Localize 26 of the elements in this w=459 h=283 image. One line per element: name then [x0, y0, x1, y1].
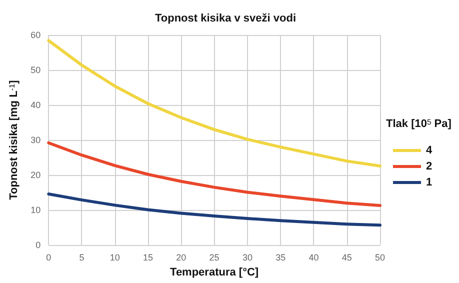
y-tick-label: 20	[30, 170, 41, 180]
line-series	[47, 141, 382, 208]
line-series	[47, 192, 382, 227]
x-tick-label: 20	[176, 252, 186, 263]
y-tick-label: 50	[30, 65, 41, 76]
legend-label: 4	[426, 144, 433, 156]
x-tick-label: 30	[242, 252, 252, 263]
x-tick-label: 10	[110, 252, 120, 263]
y-tick-label: 0	[36, 240, 41, 250]
x-tick-label: 25	[209, 252, 220, 263]
x-tick-label: 15	[143, 252, 154, 263]
y-tick-label: 30	[30, 135, 41, 146]
x-tick-label: 50	[374, 252, 386, 263]
chart-title: Topnost kisika v sveži vodi	[155, 12, 296, 24]
x-tick-label: 35	[276, 252, 286, 263]
y-tick-label: 60	[30, 30, 41, 40]
x-axis-title: Temperatura [°C]	[170, 266, 259, 278]
x-tick-label: 5	[79, 252, 84, 263]
legend-label: 1	[426, 176, 432, 188]
x-tick-label: 45	[342, 252, 352, 263]
line-series	[47, 39, 382, 168]
y-tick-label: 10	[30, 205, 41, 216]
legend-label: 2	[426, 160, 432, 172]
y-tick-label: 40	[30, 100, 41, 110]
x-tick-label: 0	[46, 252, 52, 263]
x-tick-label: 40	[308, 252, 319, 263]
